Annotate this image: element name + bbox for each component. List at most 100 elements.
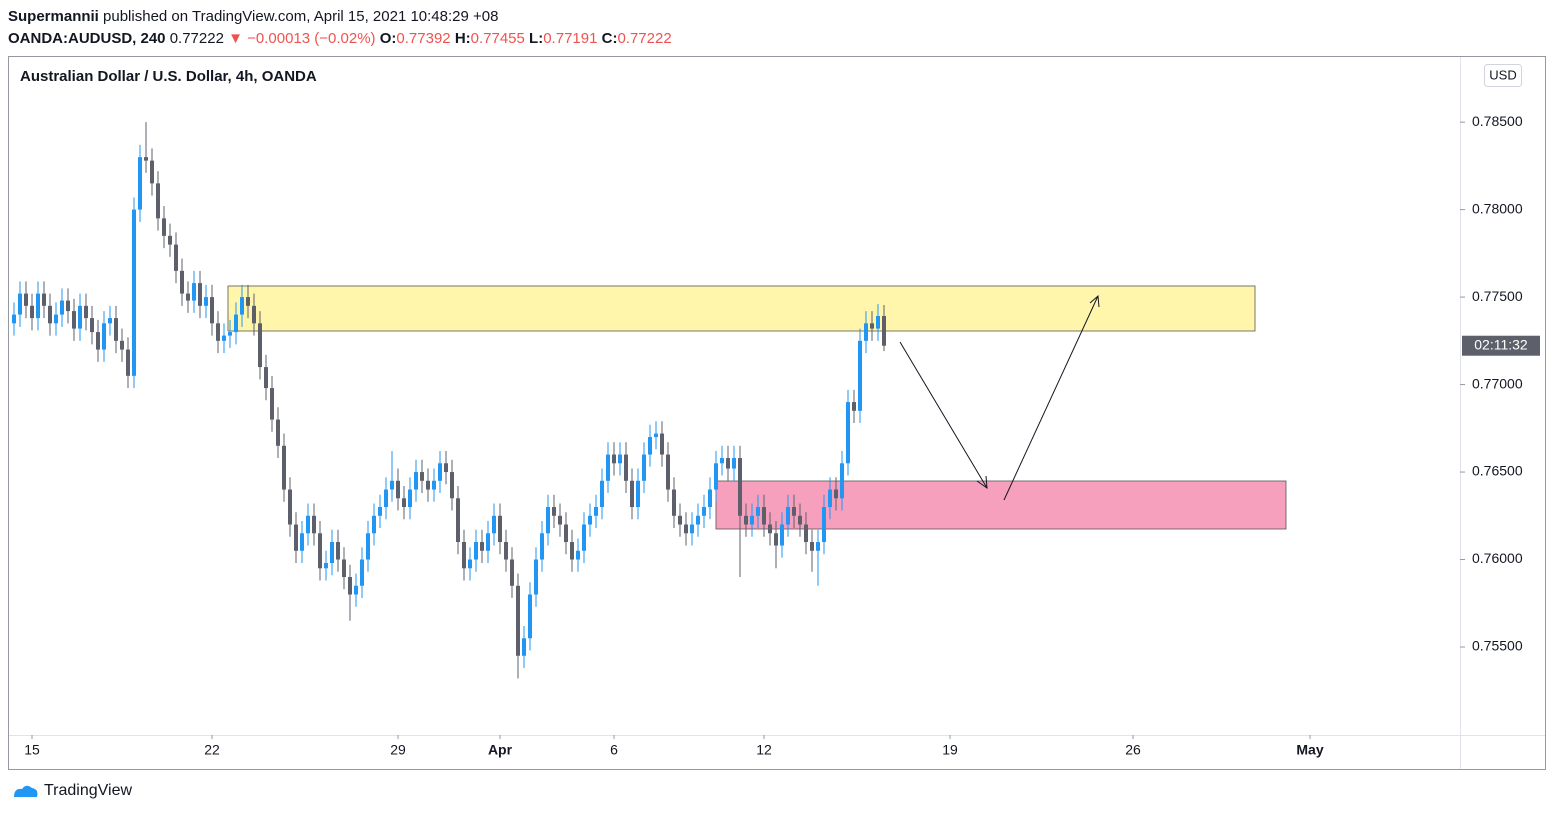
candle-body xyxy=(516,585,520,656)
candle-body xyxy=(366,533,370,560)
arrows xyxy=(899,294,1100,501)
candle-body xyxy=(798,515,802,525)
candle-body xyxy=(864,323,868,341)
candle-body xyxy=(684,524,688,534)
candle-body xyxy=(114,318,118,341)
candle-body xyxy=(522,638,526,656)
candle-body xyxy=(474,542,478,560)
candle-body xyxy=(348,577,352,595)
candle-body xyxy=(96,332,100,350)
footer: TradingView xyxy=(10,781,132,801)
candle-body xyxy=(588,515,592,525)
support-zone xyxy=(715,480,1287,530)
quote-line: OANDA:AUDUSD, 240 0.77222 ▼ −0.00013 (−0… xyxy=(8,28,672,50)
candle-body xyxy=(18,293,22,315)
h-label: H: xyxy=(454,30,471,47)
candle-body xyxy=(852,402,856,411)
candle-body xyxy=(24,293,28,306)
l-value: 0.77191 xyxy=(543,30,598,47)
candle-body xyxy=(720,458,724,464)
candle-body xyxy=(228,332,232,336)
candle-body xyxy=(816,542,820,551)
arrowhead xyxy=(1089,294,1100,308)
chart-title: Australian Dollar / U.S. Dollar, 4h, OAN… xyxy=(20,68,317,85)
change: ▼ −0.00013 (−0.02%) xyxy=(228,30,376,47)
candle-body xyxy=(144,157,148,161)
candle-body xyxy=(246,297,250,306)
candle-body xyxy=(498,515,502,543)
candle-body xyxy=(210,297,214,324)
candle-body xyxy=(84,305,88,319)
candle-body xyxy=(168,235,172,245)
candle-body xyxy=(336,542,340,560)
currency-box xyxy=(1484,64,1522,87)
candle-body xyxy=(222,335,226,341)
chart: Australian Dollar / U.S. Dollar, 4h, OAN… xyxy=(8,56,1546,770)
x-tick-label: May xyxy=(1296,742,1323,758)
candle-body xyxy=(42,293,46,306)
countdown: 02:11:32 xyxy=(1474,336,1528,352)
candle-body xyxy=(396,480,400,499)
candle-body xyxy=(762,507,766,525)
candle-body xyxy=(288,489,292,525)
candle-body xyxy=(426,480,430,490)
y-tick-label: 0.75500 xyxy=(1472,638,1523,654)
candle-body xyxy=(420,472,424,481)
brand: TradingView xyxy=(44,782,133,799)
candle-body xyxy=(30,305,34,319)
candle-body xyxy=(870,323,874,329)
candle-body xyxy=(462,542,466,569)
candle-body xyxy=(360,559,364,586)
candle-body xyxy=(402,498,406,508)
y-tick-label: 0.76500 xyxy=(1472,463,1523,479)
candle-body xyxy=(468,559,472,569)
candle-body xyxy=(72,311,76,329)
candle-body xyxy=(186,293,190,301)
candle-body xyxy=(528,594,532,639)
candle-body xyxy=(672,489,676,516)
candle-body xyxy=(432,480,436,490)
candle-body xyxy=(876,315,880,329)
candle-body xyxy=(570,542,574,560)
candle-body xyxy=(594,507,598,516)
candle-body xyxy=(126,349,130,376)
candle-body xyxy=(576,550,580,560)
candle-body xyxy=(192,283,196,301)
candle-body xyxy=(270,388,274,420)
l-label: L: xyxy=(529,30,544,47)
header: Supermannii published on TradingView.com… xyxy=(8,6,672,50)
c-label: C: xyxy=(601,30,618,47)
candle-body xyxy=(312,515,316,534)
candle-body xyxy=(492,515,496,534)
candle-body xyxy=(846,402,850,464)
candle-body xyxy=(252,305,256,324)
candle-body xyxy=(828,489,832,508)
x-tick-label: 19 xyxy=(942,742,958,758)
symbol: OANDA:AUDUSD, 240 xyxy=(8,30,166,47)
candle-body xyxy=(456,498,460,543)
candle-body xyxy=(78,305,82,329)
candle-body xyxy=(642,454,646,481)
candle-body xyxy=(12,314,16,324)
candle-body xyxy=(732,458,736,469)
publish-line: Supermannii published on TradingView.com… xyxy=(8,6,672,28)
y-tick-label: 0.78500 xyxy=(1472,113,1523,129)
candle-body xyxy=(342,559,346,578)
candle-body xyxy=(306,515,310,534)
candle-body xyxy=(834,489,838,499)
x-tick-label: 15 xyxy=(24,742,40,758)
candle-body xyxy=(558,515,562,525)
candle-body xyxy=(564,524,568,543)
candle-body xyxy=(666,454,670,490)
h-value: 0.77455 xyxy=(470,30,525,47)
y-tick-label: 0.77500 xyxy=(1472,288,1523,304)
candle-body xyxy=(330,542,334,564)
candle-body xyxy=(738,458,742,516)
candle-body xyxy=(780,524,784,546)
candle-body xyxy=(162,218,166,236)
last: 0.77222 xyxy=(169,30,224,47)
candle-body xyxy=(486,533,490,551)
candle-body xyxy=(822,507,826,543)
candle-body xyxy=(378,507,382,516)
candle-body xyxy=(234,314,238,333)
